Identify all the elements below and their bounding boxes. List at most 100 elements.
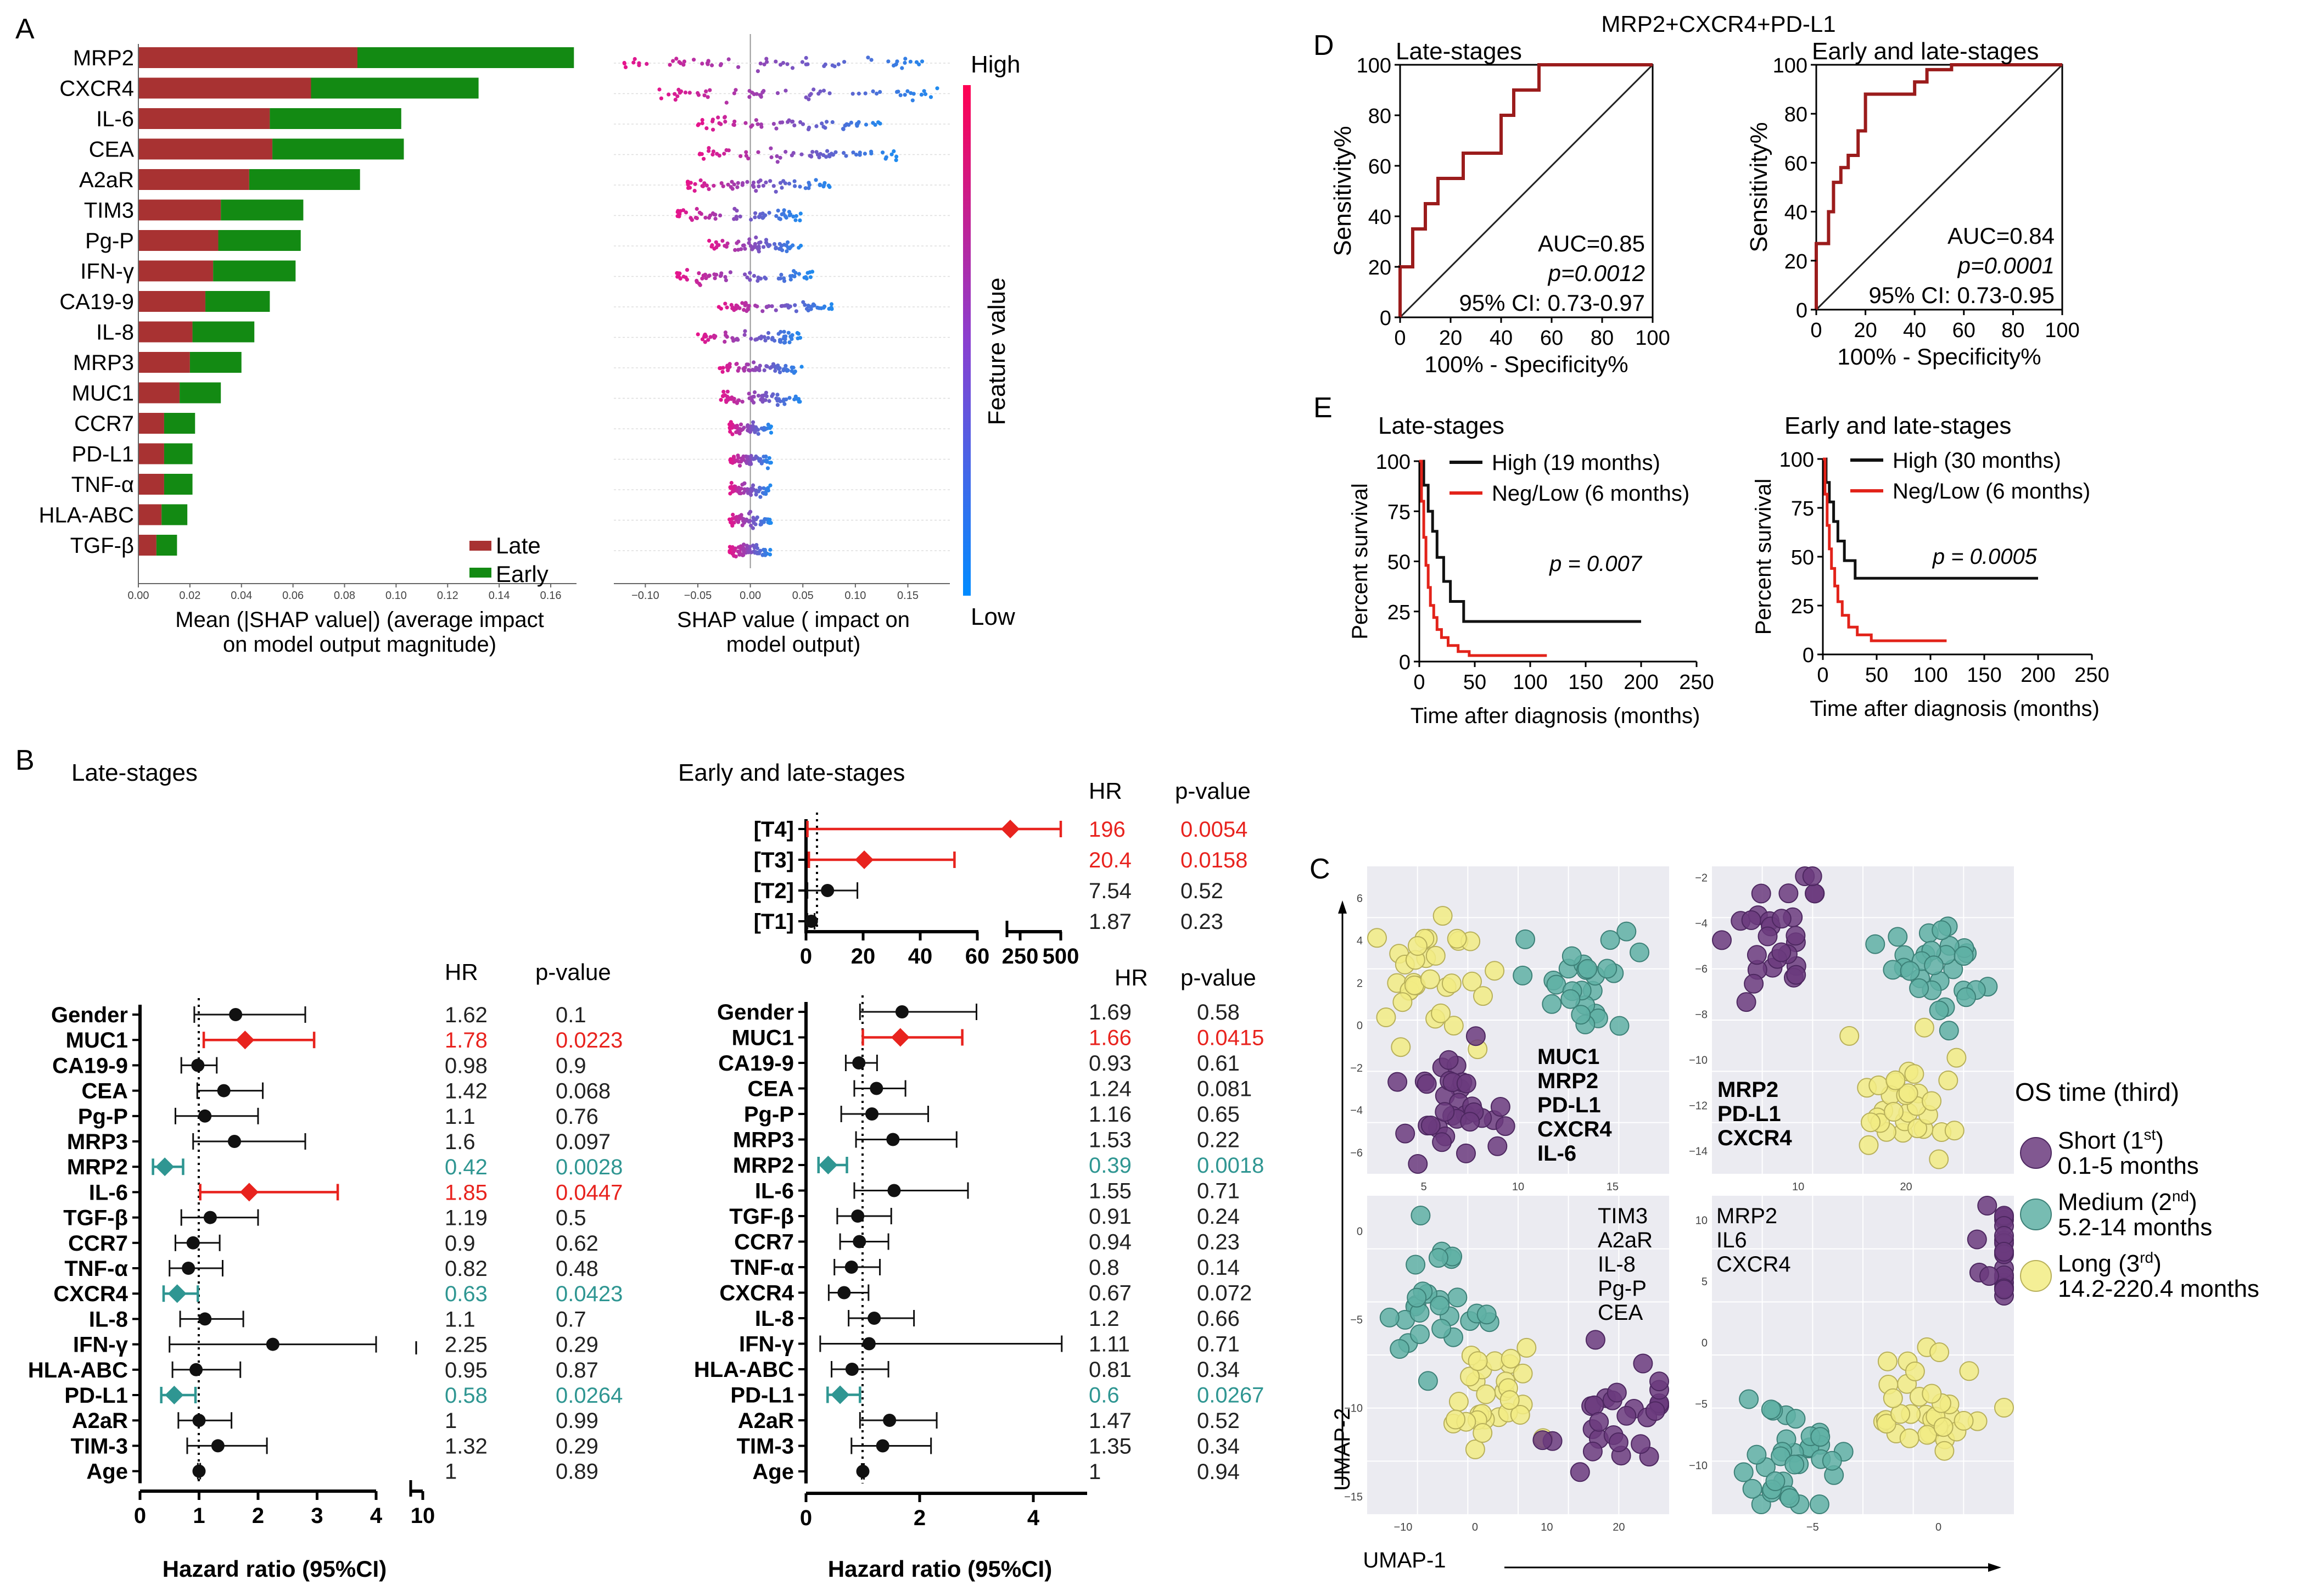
x-tick-label: 0.15 bbox=[897, 590, 919, 602]
shap-point-mrp2 bbox=[631, 60, 636, 65]
y-tick-label: 100 bbox=[1773, 54, 1807, 77]
shap-point-mrp2 bbox=[645, 61, 649, 66]
shap-point-hla-abc bbox=[740, 523, 745, 528]
hr-value: 1.35 bbox=[1089, 1435, 1132, 1459]
forest-label-mrp3: MRP3 bbox=[67, 1130, 128, 1154]
umap-point-medium bbox=[1428, 1248, 1448, 1268]
shap-point-tim3 bbox=[681, 208, 686, 212]
bar-label-a2ar: A2aR bbox=[79, 168, 134, 192]
shap-point-il-8 bbox=[759, 336, 763, 341]
x-tick-label: 80 bbox=[2001, 319, 2024, 342]
shap-point-cea bbox=[799, 152, 804, 156]
p-value: 0.76 bbox=[556, 1105, 598, 1129]
colorbar bbox=[963, 85, 971, 596]
x-tick-label: 40 bbox=[1490, 327, 1513, 350]
forest-label-il-8: IL-8 bbox=[755, 1307, 794, 1331]
hr-value: 0.91 bbox=[1089, 1205, 1132, 1229]
hr-value: 1.85 bbox=[445, 1180, 488, 1205]
umap-point-short bbox=[1758, 926, 1778, 947]
roc-pvalue: p=0.0012 bbox=[1547, 260, 1645, 286]
shap-point-cea bbox=[738, 154, 743, 158]
shap-point-muc1 bbox=[759, 397, 763, 402]
shap-point-il-8 bbox=[783, 340, 787, 345]
umap-point-short bbox=[1736, 992, 1756, 1012]
p-value: 0.0028 bbox=[556, 1155, 623, 1179]
shap-point-cea bbox=[854, 153, 859, 157]
shap-point-tnf bbox=[758, 495, 763, 499]
shap-point-cea bbox=[825, 149, 830, 153]
shap-point-a2ar bbox=[793, 184, 797, 188]
p-value: 0.0018 bbox=[1197, 1153, 1264, 1178]
forest-label-gender: Gender bbox=[51, 1003, 128, 1027]
shap-point-ca19-9 bbox=[743, 303, 747, 307]
x-tick-label: 0.10 bbox=[844, 590, 866, 602]
umap-point-short bbox=[1584, 1395, 1604, 1415]
umap-point-short bbox=[1387, 1072, 1408, 1092]
p-value: 0.94 bbox=[1197, 1460, 1240, 1484]
shap-point-tnf bbox=[749, 492, 753, 497]
bar-early-tgf bbox=[156, 535, 177, 556]
shap-point-il-6 bbox=[871, 121, 875, 125]
shap-point-muc1 bbox=[774, 396, 779, 401]
shap-point-muc1 bbox=[747, 391, 751, 396]
umap-marker-label: TIM3 bbox=[1598, 1204, 1648, 1228]
umap-y-tick: 4 bbox=[1357, 935, 1363, 947]
umap-legend-line1-medium: Medium (2nd) bbox=[2058, 1188, 2197, 1216]
shap-point-cxcr4 bbox=[863, 91, 868, 96]
shap-point-a2ar bbox=[712, 183, 716, 188]
shap-point-il-6 bbox=[830, 120, 835, 125]
y-tick-label: 0 bbox=[1796, 299, 1807, 322]
bar-label-pg-p: Pg-P bbox=[85, 229, 134, 253]
hr-point-a2ar bbox=[883, 1414, 897, 1427]
forest-label-ifn: IFN-γ bbox=[739, 1332, 794, 1357]
shap-point-hla-abc bbox=[759, 522, 764, 527]
shap-point-mrp2 bbox=[908, 59, 913, 64]
shap-point-il-6 bbox=[711, 127, 715, 132]
shap-point-hla-abc bbox=[736, 520, 741, 524]
hr-point-t2 bbox=[821, 884, 835, 897]
shap-point-ccr7 bbox=[728, 429, 732, 434]
shap-point-ifn bbox=[713, 276, 717, 281]
shap-point-cxcr4 bbox=[676, 87, 681, 92]
umap-legend-title: OS time (third) bbox=[2015, 1078, 2179, 1106]
y-tick-label: 0 bbox=[1803, 644, 1814, 667]
hr-point-muc1 bbox=[891, 1028, 910, 1047]
forest-label-ca19-9: CA19-9 bbox=[718, 1051, 794, 1076]
bar-early-il-8 bbox=[192, 321, 255, 343]
forest-label-muc1: MUC1 bbox=[732, 1026, 794, 1050]
shap-point-tgf bbox=[746, 550, 751, 555]
shap-point-a2ar bbox=[807, 183, 811, 187]
umap-point-short bbox=[1456, 1073, 1476, 1094]
bar-late-tnf bbox=[138, 474, 164, 495]
umap-point-short bbox=[1751, 883, 1771, 904]
shap-point-cxcr4 bbox=[708, 88, 712, 92]
shap-point-a2ar bbox=[768, 179, 773, 183]
shap-point-a2ar bbox=[814, 178, 818, 182]
shap-point-a2ar bbox=[730, 180, 734, 184]
umap-x-tick: 10 bbox=[1541, 1521, 1553, 1533]
bar-early-cea bbox=[272, 138, 404, 160]
shap-point-pg-p bbox=[733, 248, 737, 252]
x-tick-label: 50 bbox=[1463, 671, 1486, 694]
forest-label-tim-3: TIM-3 bbox=[71, 1434, 128, 1458]
shap-point-pd-l1 bbox=[732, 455, 736, 460]
roc-curve-early-and-late-stages bbox=[1815, 63, 2062, 310]
forest-label-il-8: IL-8 bbox=[89, 1307, 128, 1331]
shap-point-ifn bbox=[712, 272, 717, 277]
umap-point-short bbox=[1994, 1241, 2014, 1262]
shap-point-mrp3 bbox=[742, 368, 747, 373]
shap-point-tgf bbox=[742, 550, 746, 554]
umap-point-medium bbox=[1929, 1000, 1949, 1021]
shap-point-ifn bbox=[685, 268, 690, 272]
forest-label-a2ar: A2aR bbox=[738, 1409, 794, 1433]
p-header: p-value bbox=[535, 959, 611, 985]
shap-point-il-8 bbox=[782, 329, 786, 334]
x-tick-label: 0 bbox=[800, 1506, 812, 1530]
shap-point-tim3 bbox=[710, 211, 715, 216]
umap-point-long bbox=[1420, 969, 1440, 989]
shap-point-tim3 bbox=[791, 214, 796, 219]
shap-point-il-6 bbox=[755, 122, 760, 126]
shap-point-mrp3 bbox=[783, 363, 788, 368]
umap-point-medium bbox=[1609, 1016, 1630, 1036]
umap-legend-line2-short: 0.1-5 months bbox=[2058, 1152, 2199, 1179]
